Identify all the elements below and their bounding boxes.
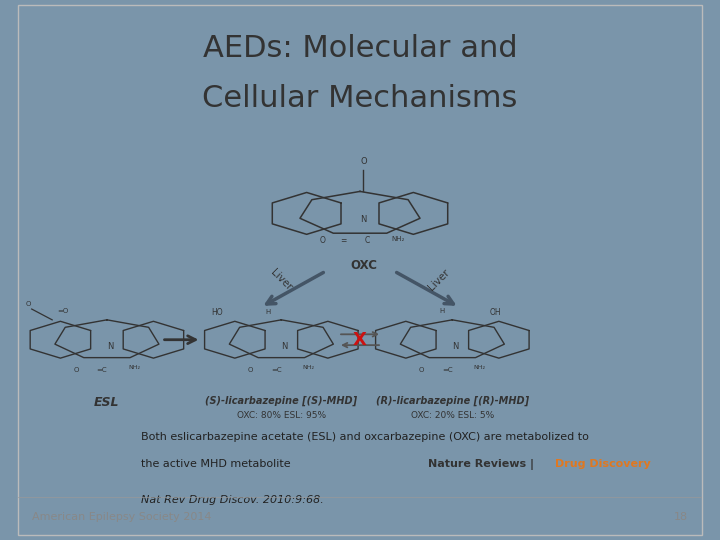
Text: Liver: Liver: [426, 268, 451, 293]
Text: 18: 18: [674, 512, 688, 522]
Text: =O: =O: [57, 308, 68, 314]
Text: =C: =C: [442, 367, 453, 373]
Text: Liver: Liver: [269, 268, 294, 293]
Text: Cellular Mechanisms: Cellular Mechanisms: [202, 84, 518, 113]
Text: =: =: [340, 236, 346, 245]
Text: H: H: [265, 309, 270, 315]
Text: NH₂: NH₂: [128, 366, 140, 370]
Text: O: O: [26, 301, 31, 307]
Text: X: X: [353, 330, 367, 349]
Text: =C: =C: [96, 367, 107, 373]
Text: N: N: [107, 342, 114, 350]
Text: O: O: [360, 157, 366, 166]
Text: Drug Discovery: Drug Discovery: [555, 459, 651, 469]
Text: N: N: [360, 215, 366, 224]
Text: OH: OH: [490, 308, 502, 317]
Text: N: N: [282, 342, 288, 350]
Text: HO: HO: [212, 308, 223, 317]
Text: Nature Reviews |: Nature Reviews |: [428, 459, 539, 470]
Text: OXC: OXC: [350, 259, 377, 273]
Text: N: N: [453, 342, 459, 350]
Text: NH₂: NH₂: [474, 366, 486, 370]
Text: OXC: 80% ESL: 95%: OXC: 80% ESL: 95%: [237, 411, 326, 420]
Text: Nat Rev Drug Discov. 2010:9:68.: Nat Rev Drug Discov. 2010:9:68.: [141, 495, 324, 505]
Text: O: O: [73, 367, 78, 373]
Text: C: C: [364, 236, 369, 245]
Text: O: O: [248, 367, 253, 373]
Text: O: O: [419, 367, 424, 373]
Text: NH₂: NH₂: [302, 366, 315, 370]
Text: ESL: ESL: [94, 396, 120, 409]
Text: American Epilepsy Society 2014: American Epilepsy Society 2014: [32, 512, 211, 522]
Text: the active MHD metabolite: the active MHD metabolite: [141, 459, 291, 469]
Text: (R)-licarbazepine [(R)-MHD]: (R)-licarbazepine [(R)-MHD]: [376, 396, 529, 406]
Text: (S)-licarbazepine [(S)-MHD]: (S)-licarbazepine [(S)-MHD]: [205, 396, 357, 406]
Text: =C: =C: [271, 367, 282, 373]
Text: Both eslicarbazepine acetate (ESL) and oxcarbazepine (OXC) are metabolized to: Both eslicarbazepine acetate (ESL) and o…: [141, 432, 589, 442]
Text: OXC: 20% ESL: 5%: OXC: 20% ESL: 5%: [410, 411, 494, 420]
Text: AEDs: Molecular and: AEDs: Molecular and: [203, 35, 517, 63]
Text: O: O: [320, 236, 325, 245]
Text: NH₂: NH₂: [391, 235, 405, 241]
Text: H: H: [439, 308, 445, 314]
